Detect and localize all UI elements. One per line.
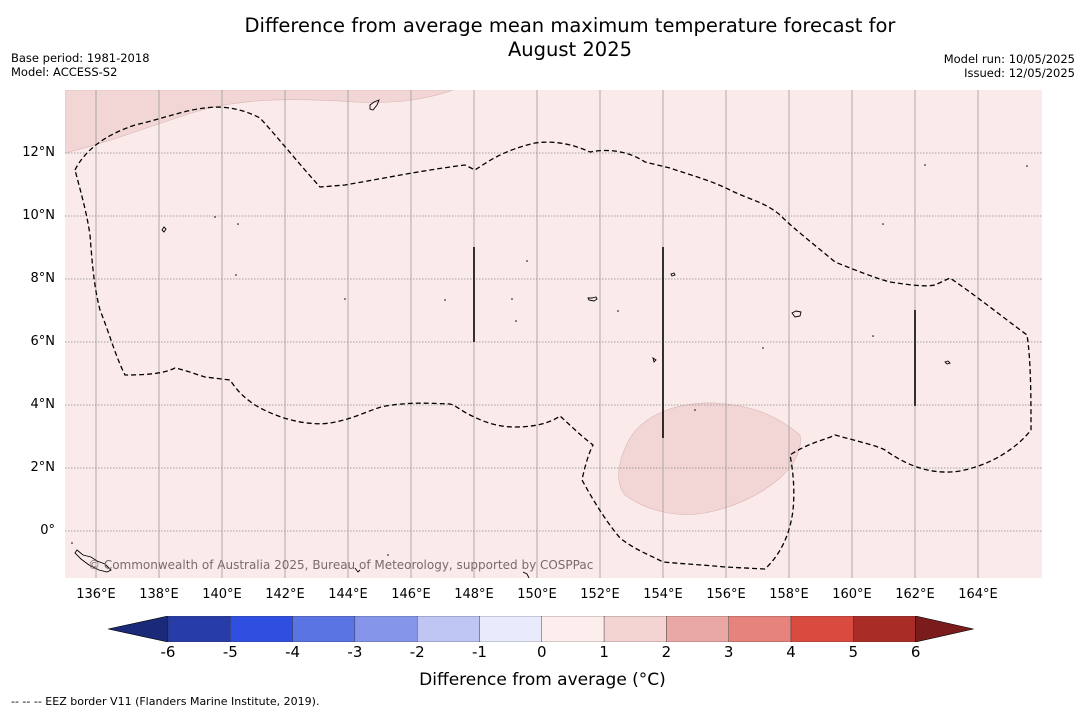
longitude-label: 138°E: [139, 587, 179, 602]
meta-right: Model run: 10/05/2025 Issued: 12/05/2025: [944, 52, 1075, 80]
title-line-2: August 2025: [507, 38, 633, 61]
colorbar-tick-label: -6: [160, 643, 176, 661]
base-period-text: Base period: 1981-2018: [11, 51, 150, 65]
latitude-label: 2°N: [30, 460, 56, 475]
colorbar-label: Difference from average (°C): [419, 670, 666, 690]
colorbar-segment: [354, 616, 418, 642]
colorbar-segment: [728, 616, 792, 642]
colorbar-segment: [853, 616, 916, 642]
eez-border: [74, 106, 1032, 570]
latitude-label: 0°: [40, 523, 55, 538]
colorbar-segment: [790, 616, 854, 642]
map-title: Difference from average mean maximum tem…: [0, 14, 1085, 62]
longitude-label: 158°E: [769, 587, 809, 602]
colorbar-tick-label: 0: [537, 643, 547, 661]
colorbar-tick-label: 5: [848, 643, 859, 661]
issued-text: Issued: 12/05/2025: [964, 66, 1075, 80]
longitude-label: 150°E: [517, 587, 557, 602]
colorbar-tick-label: 2: [661, 643, 672, 661]
latitude-label: 8°N: [30, 271, 56, 286]
colorbar: [108, 616, 974, 642]
colorbar-segment: [230, 616, 293, 642]
colorbar-tick-label: 6: [910, 643, 921, 661]
colorbar-tick-label: -4: [285, 643, 301, 661]
longitude-label: 156°E: [706, 587, 746, 602]
colorbar-extend-low: [108, 616, 169, 642]
colorbar-segment: [417, 616, 480, 642]
latitude-label: 6°N: [30, 334, 56, 349]
longitude-label: 148°E: [454, 587, 494, 602]
map-svg: [65, 90, 1042, 578]
footnote: -- -- -- EEZ border V11 (Flanders Marine…: [11, 695, 320, 708]
colorbar-tick-label: -2: [409, 643, 425, 661]
longitude-label: 154°E: [643, 587, 683, 602]
longitude-label: 164°E: [958, 587, 998, 602]
map-panel: [65, 90, 1042, 578]
colorbar-segment: [479, 616, 542, 642]
longitude-label: 142°E: [265, 587, 305, 602]
longitude-label: 160°E: [832, 587, 872, 602]
atoll-dots: [71, 164, 1028, 556]
title-line-1: Difference from average mean maximum tem…: [244, 14, 896, 37]
colorbar-tick-label: 1: [599, 643, 609, 661]
graticule: [65, 90, 1042, 578]
latitude-label: 12°N: [22, 145, 55, 160]
longitude-label: 162°E: [895, 587, 935, 602]
eez-internal-lines: [473, 247, 916, 438]
colorbar-tick-label: 3: [723, 643, 734, 661]
colorbar-tick-label: -3: [347, 643, 363, 661]
longitude-label: 152°E: [580, 587, 620, 602]
colorbar-tick-label: 4: [786, 643, 796, 661]
longitude-label: 146°E: [391, 587, 431, 602]
model-run-text: Model run: 10/05/2025: [943, 52, 1075, 66]
longitude-label: 144°E: [328, 587, 368, 602]
colorbar-segment: [666, 616, 729, 642]
colorbar-tick-label: -1: [472, 643, 487, 661]
anomaly-region-northwest: [65, 90, 454, 154]
meta-left: Base period: 1981-2018 Model: ACCESS-S2: [11, 51, 150, 79]
islands: [74, 99, 951, 578]
colorbar-extend-high: [915, 616, 974, 642]
longitude-label: 136°E: [76, 587, 116, 602]
copyright-notice: © Commonwealth of Australia 2025, Bureau…: [88, 558, 594, 572]
latitude-label: 10°N: [22, 208, 55, 223]
colorbar-segment: [603, 616, 667, 642]
colorbar-segment: [541, 616, 605, 642]
model-text: Model: ACCESS-S2: [11, 65, 118, 79]
latitude-label: 4°N: [30, 397, 56, 412]
anomaly-region-central: [618, 402, 801, 515]
colorbar-segment: [167, 616, 231, 642]
longitude-label: 140°E: [202, 587, 242, 602]
colorbar-tick-label: -5: [222, 643, 238, 661]
colorbar-segment: [292, 616, 356, 642]
